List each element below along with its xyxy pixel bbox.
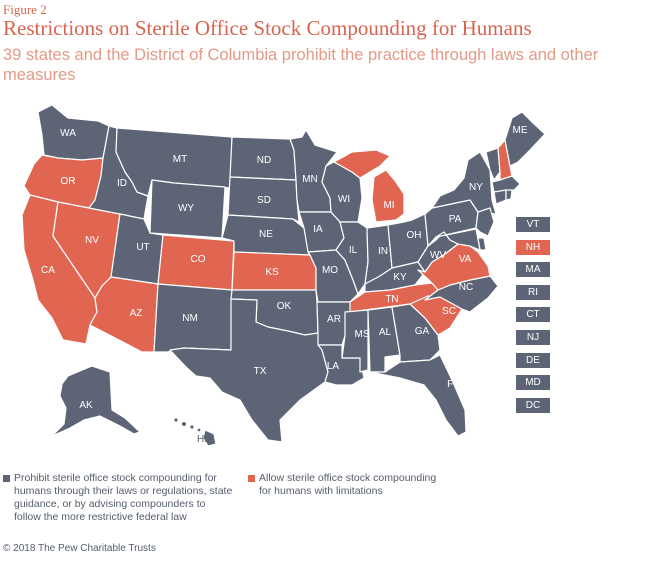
label-co: CO	[191, 254, 206, 265]
label-ks: KS	[265, 267, 279, 278]
legend-label-prohibit: Prohibit sterile office stock compoundin…	[14, 472, 233, 523]
label-ak: AK	[79, 400, 93, 411]
label-va: VA	[459, 254, 472, 265]
state-ak	[51, 365, 141, 437]
state-box-dc: DC	[516, 397, 550, 413]
label-ia: IA	[313, 224, 323, 235]
label-tx: TX	[254, 366, 267, 377]
state-mi	[371, 169, 405, 223]
label-ky: KY	[393, 272, 407, 283]
label-mn: MN	[302, 174, 318, 185]
state-box-nh: NH	[516, 239, 550, 255]
label-mo: MO	[322, 265, 338, 276]
label-az: AZ	[130, 308, 143, 319]
state-ri	[505, 189, 513, 201]
state-box-de: DE	[516, 352, 550, 368]
label-pa: PA	[449, 214, 462, 225]
label-wi: WI	[338, 194, 350, 205]
state-il	[335, 221, 369, 295]
state-box-ma: MA	[516, 262, 550, 278]
label-nm: NM	[182, 313, 198, 324]
label-ny: NY	[469, 182, 483, 193]
label-la: LA	[327, 361, 340, 372]
label-fl: FL	[447, 379, 459, 390]
label-mt: MT	[173, 154, 187, 165]
label-il: IL	[349, 245, 358, 256]
label-nd: ND	[257, 155, 271, 166]
state-box-vt: VT	[516, 217, 550, 232]
label-wa: WA	[60, 128, 76, 139]
label-tn: TN	[385, 294, 398, 305]
label-al: AL	[379, 327, 392, 338]
state-md	[435, 228, 481, 251]
legend-swatch-prohibit	[3, 475, 10, 482]
label-wv: WV	[430, 250, 446, 261]
state-wi	[321, 161, 363, 223]
subtitle: 39 states and the District of Columbia p…	[3, 46, 599, 84]
state-ct	[493, 189, 507, 205]
label-me: ME	[513, 125, 528, 136]
states	[21, 104, 546, 447]
legend-allow: Allow sterile office stock compounding f…	[248, 472, 448, 498]
label-mi: MI	[383, 200, 394, 211]
state-box-ct: CT	[516, 307, 550, 323]
label-wy: WY	[178, 203, 194, 214]
label-oh: OH	[407, 230, 422, 241]
label-ne: NE	[259, 229, 273, 240]
legend-label-allow: Allow sterile office stock compounding f…	[259, 472, 437, 497]
label-ar: AR	[327, 314, 341, 325]
label-hi: HI	[197, 434, 207, 445]
state-box-nj: NJ	[516, 329, 550, 345]
label-sd: SD	[257, 195, 271, 206]
label-or: OR	[61, 176, 76, 187]
state-az	[89, 276, 159, 353]
label-nv: NV	[85, 235, 99, 246]
label-ut: UT	[136, 242, 149, 253]
state-wy	[149, 179, 226, 239]
state-vt	[485, 147, 501, 181]
label-ms: MS	[355, 329, 370, 340]
state-tx	[169, 298, 329, 443]
state-nj	[475, 207, 495, 237]
page-title: Restrictions on Sterile Office Stock Com…	[3, 16, 532, 40]
label-id: ID	[117, 178, 127, 189]
label-ca: CA	[41, 265, 55, 276]
figure-label: Figure 2	[3, 2, 47, 17]
northeast-state-boxes: VT NH MA RI CT NJ DE MD DC	[516, 217, 550, 420]
state-labels: WA OR CA NV ID MT WY UT AZ CO NM ND SD N…	[41, 125, 528, 445]
state-me	[504, 111, 546, 167]
state-box-md: MD	[516, 375, 550, 391]
label-ga: GA	[415, 326, 430, 337]
source-credit: © 2018 The Pew Charitable Trusts	[3, 543, 156, 554]
label-ok: OK	[277, 301, 292, 312]
state-fl	[369, 354, 467, 437]
label-in: IN	[378, 246, 388, 257]
state-ny	[431, 151, 497, 215]
label-sc: SC	[442, 306, 456, 317]
legend-swatch-allow	[248, 475, 255, 482]
legend-prohibit: Prohibit sterile office stock compoundin…	[3, 472, 233, 524]
state-box-ri: RI	[516, 284, 550, 300]
state-mi-up	[333, 149, 391, 179]
label-nc: NC	[459, 282, 473, 293]
state-hi	[173, 417, 217, 447]
